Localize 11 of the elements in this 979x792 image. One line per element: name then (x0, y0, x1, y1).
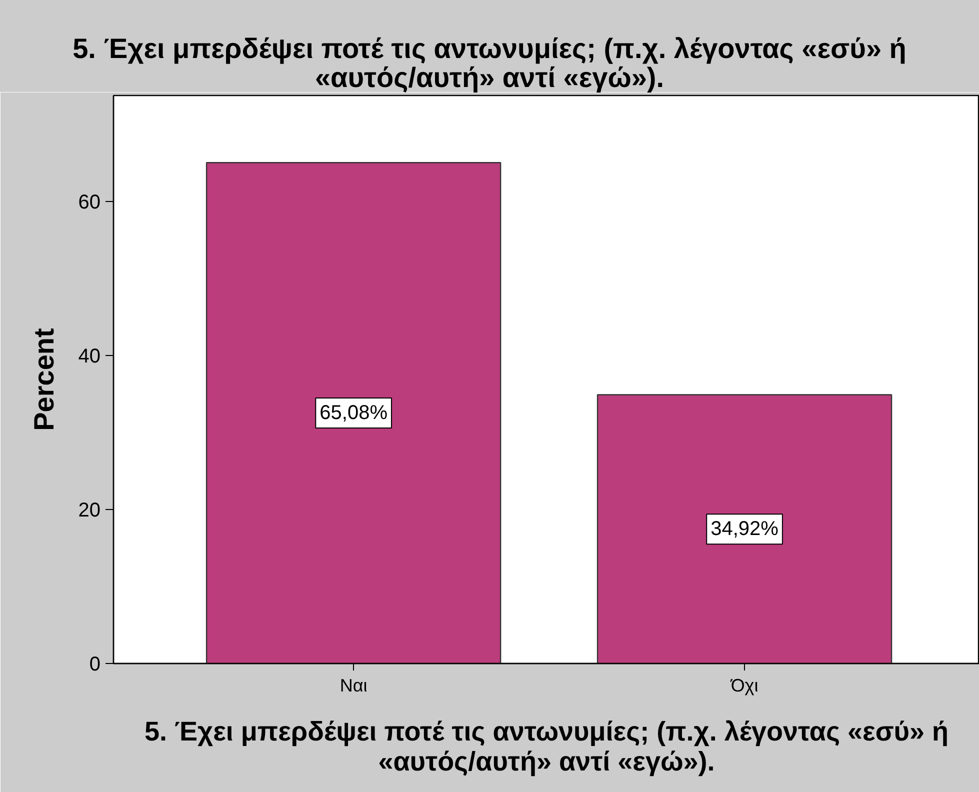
data-label: 65,08% (320, 402, 388, 424)
x-tick-label: Όχι (730, 676, 758, 696)
x-axis-title: 5. Έχει μπερδέψει ποτέ τις αντωνυμίες; (π.χ. λέγοντας «εσύ» ή «αυτός/αυτή» αντί «εγώ»). (144, 716, 949, 776)
y-tick-label: 60 (78, 192, 101, 214)
x-tick-label: Ναι (340, 676, 368, 696)
y-tick-label: 20 (78, 500, 101, 522)
y-axis-title: Percent (28, 328, 60, 431)
chart-title: 5. Έχει μπερδέψει ποτέ τις αντωνυμίες; (π.χ. λέγοντας «εσύ» ή «αυτός/αυτή» αντί «εγώ»). (0, 0, 979, 93)
data-label: 34,92% (710, 518, 779, 540)
y-tick-label: 40 (78, 346, 101, 368)
y-tick-label: 0 (89, 654, 100, 676)
